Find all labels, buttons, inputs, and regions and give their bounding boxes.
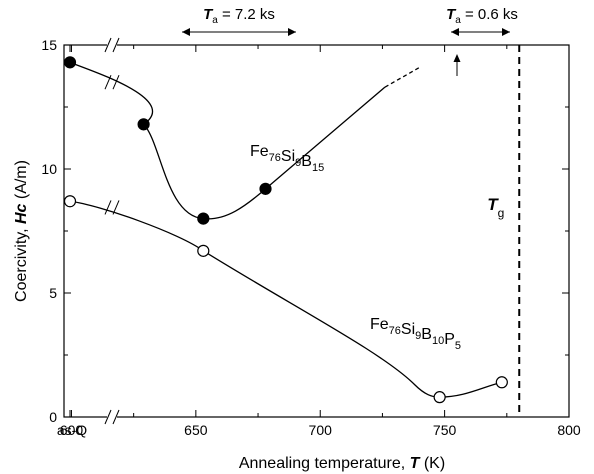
y-tick-label: 10 [41, 161, 57, 177]
x-tick-label: 600 [60, 422, 84, 438]
curve-fe76si9b15-extension [384, 66, 421, 88]
break-slash [104, 37, 112, 53]
y-axis-title: Coercivity, Hc (A/m) [13, 160, 30, 302]
y-tick-label: 5 [49, 285, 57, 301]
break-slash [104, 409, 112, 425]
y-tick-label: 15 [41, 37, 57, 53]
point-fe76si9b10p5 [495, 376, 508, 389]
data-points [63, 56, 508, 404]
break-slash [112, 409, 120, 425]
x-tick-label: as-Q [57, 422, 87, 438]
annealing-time-label: Ta = 7.2 ks [203, 6, 275, 26]
point-fe76si9b15 [63, 56, 77, 69]
series-labels: Fe76Si9B15 Fe76Si9B10P5 [250, 143, 461, 352]
plot-frame [63, 44, 570, 418]
y-tick-label: 0 [49, 409, 57, 425]
break-gap [107, 414, 117, 420]
point-fe76si9b10p5 [63, 195, 77, 208]
point-fe76si9b15 [197, 212, 210, 225]
point-fe76si9b10p5 [197, 244, 210, 257]
annealing-time-annotations: Ta = 7.2 ks Ta = 0.6 ks [182, 6, 518, 76]
point-fe76si9b10p5 [433, 391, 446, 404]
curve-fe76si9b10p5 [69, 200, 502, 398]
arrow-head-right [288, 28, 296, 36]
break-slash [104, 200, 112, 215]
series-label-fe76si9b15: Fe76Si9B15 [250, 143, 324, 174]
curve-fe76si9b15 [69, 61, 386, 220]
arrow-head-left [451, 28, 459, 36]
arrow-head-left [182, 28, 190, 36]
point-fe76si9b15 [259, 182, 272, 195]
x-tick-label: 750 [433, 422, 457, 438]
tg-marker: Tg [487, 45, 521, 417]
x-tick-label: 800 [557, 422, 581, 438]
x-axis-title: Annealing temperature, T (K) [239, 455, 445, 472]
axis-break-marks [104, 37, 120, 425]
point-fe76si9b15 [137, 118, 150, 131]
series-label-fe76si9b10p5: Fe76Si9B10P5 [370, 316, 461, 352]
trend-curves [69, 61, 502, 398]
tg-label: Tg [487, 195, 504, 220]
annealing-time-label: Ta = 0.6 ks [446, 6, 518, 26]
break-gap [107, 42, 117, 48]
break-slash [112, 37, 120, 53]
x-tick-label: 700 [309, 422, 333, 438]
arrow-head-right [502, 28, 510, 36]
x-tick-label: 650 [184, 422, 208, 438]
upward-arrow-head [453, 54, 461, 62]
break-slash [112, 75, 120, 90]
